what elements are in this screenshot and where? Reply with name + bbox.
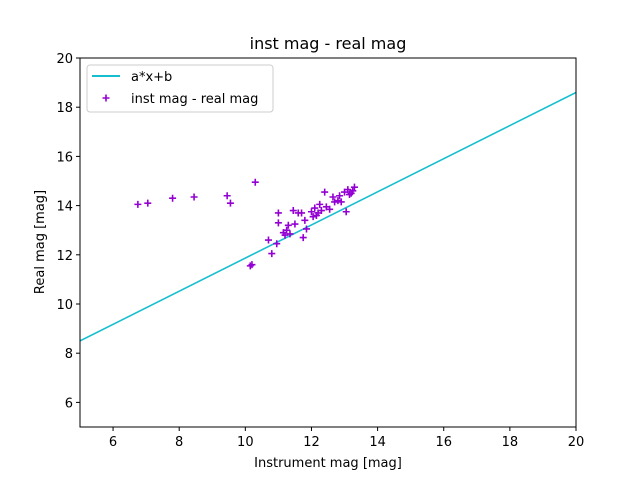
legend-marker-points bbox=[102, 94, 110, 102]
legend-label-fit: a*x+b bbox=[131, 70, 172, 85]
chart-title: inst mag - real mag bbox=[250, 34, 407, 53]
scatter-point bbox=[344, 186, 352, 194]
x-tick-label: 16 bbox=[435, 435, 452, 450]
scatter-point bbox=[334, 197, 342, 205]
scatter-point bbox=[349, 187, 357, 195]
scatter-points bbox=[134, 178, 358, 270]
scatter-point bbox=[283, 226, 291, 234]
scatter-point bbox=[299, 234, 307, 242]
scatter-point bbox=[350, 183, 358, 191]
scatter-point bbox=[303, 225, 311, 233]
scatter-point bbox=[286, 230, 294, 238]
scatter-point bbox=[321, 188, 329, 196]
y-tick-label: 18 bbox=[56, 101, 73, 116]
scatter-point bbox=[223, 192, 231, 200]
scatter-point bbox=[264, 236, 272, 244]
scatter-point bbox=[169, 194, 177, 202]
x-tick-label: 14 bbox=[369, 435, 386, 450]
scatter-point bbox=[251, 178, 259, 186]
scatter-point bbox=[226, 199, 234, 207]
y-tick-label: 14 bbox=[56, 200, 73, 215]
y-tick-label: 8 bbox=[65, 347, 73, 362]
plot-frame bbox=[79, 57, 577, 428]
x-tick-label: 10 bbox=[237, 435, 254, 450]
scatter-point bbox=[311, 204, 319, 212]
y-tick-label: 16 bbox=[56, 150, 73, 165]
scatter-point bbox=[331, 198, 339, 206]
x-tick-label: 6 bbox=[109, 435, 117, 450]
scatter-point bbox=[326, 205, 334, 213]
legend: a*x+b inst mag - real mag bbox=[86, 64, 274, 113]
scatter-point bbox=[190, 193, 198, 201]
scatter-point bbox=[284, 221, 292, 229]
scatter-point bbox=[281, 231, 289, 239]
scatter-point bbox=[289, 207, 297, 215]
legend-plus-marker bbox=[102, 94, 110, 102]
scatter-point bbox=[309, 213, 317, 221]
fit-line-group bbox=[80, 91, 576, 342]
x-tick-label: 20 bbox=[568, 435, 585, 450]
scatter-point bbox=[248, 261, 256, 269]
y-tick-label: 10 bbox=[56, 298, 73, 313]
scatter-point bbox=[291, 220, 299, 228]
plot-area bbox=[79, 57, 577, 428]
scatter-point bbox=[342, 208, 350, 216]
scatter-point bbox=[144, 199, 152, 207]
y-axis-label: Real mag [mag] bbox=[33, 190, 48, 294]
scatter-point bbox=[298, 209, 306, 217]
scatter-point bbox=[274, 219, 282, 227]
y-tick-label: 12 bbox=[56, 249, 73, 264]
scatter-point bbox=[273, 240, 281, 248]
scatter-point bbox=[307, 208, 315, 216]
x-tick-label: 18 bbox=[502, 435, 519, 450]
x-axis-label: Instrument mag [mag] bbox=[254, 456, 402, 471]
y-tick-label: 20 bbox=[56, 52, 73, 67]
legend-box bbox=[86, 64, 274, 113]
scatter-point bbox=[336, 192, 344, 200]
x-tick-label: 8 bbox=[175, 435, 183, 450]
scatter-point bbox=[329, 193, 337, 201]
scatter-point bbox=[268, 250, 276, 258]
scatter-point bbox=[316, 200, 324, 208]
scatter-point bbox=[317, 207, 325, 215]
x-axis-ticks: 6 8 10 12 14 16 18 20 bbox=[109, 427, 584, 450]
scatter-point bbox=[274, 209, 282, 217]
scatter-point bbox=[301, 216, 309, 224]
y-axis-ticks: 6 8 10 12 14 16 18 20 bbox=[56, 52, 80, 411]
scatter-point bbox=[134, 200, 142, 208]
legend-label-points: inst mag - real mag bbox=[131, 92, 258, 107]
scatter-point bbox=[337, 198, 345, 206]
y-tick-label: 6 bbox=[65, 396, 73, 411]
x-tick-label: 12 bbox=[303, 435, 320, 450]
fit-line bbox=[80, 91, 576, 342]
